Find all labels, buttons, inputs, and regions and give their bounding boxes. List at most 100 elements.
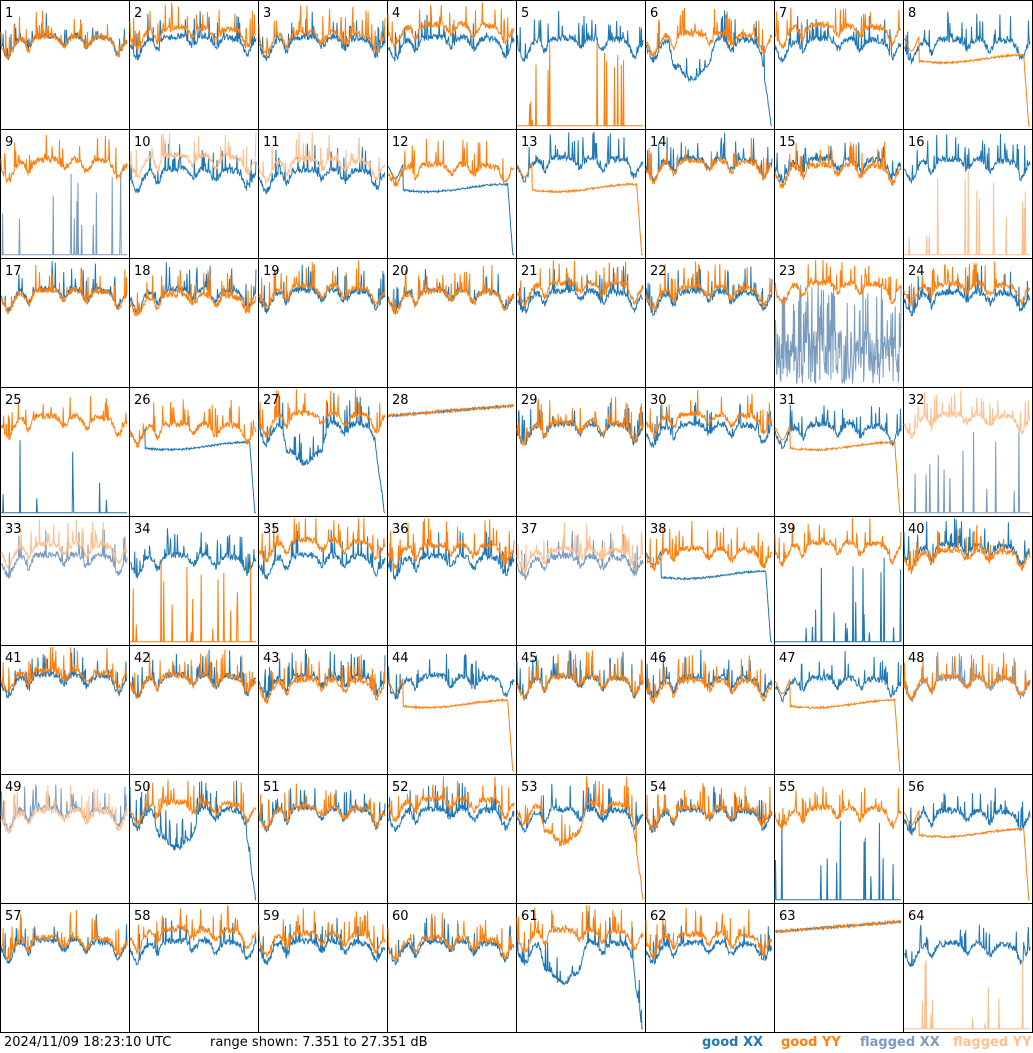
yy-trace [774,678,901,772]
panel-11: 11 [258,129,388,259]
panel-label: 9 [5,135,13,150]
legend-good-yy: good YY [781,1035,841,1050]
panel-label: 57 [5,909,22,924]
xx-trace [775,557,902,643]
panel-label: 36 [392,522,409,537]
xx-trace [645,402,773,449]
panel-frame [903,0,1033,130]
xx-trace [516,266,644,314]
panel-label: 5 [521,6,529,21]
panel-55: 55 [774,774,904,904]
panel-label: 3 [263,6,271,21]
xx-trace [258,528,386,581]
yy-trace [774,518,902,567]
yy-trace [645,520,773,572]
panel-label: 29 [521,393,538,408]
panel-label: 1 [5,6,13,21]
panel-frame [0,516,130,646]
panel-frame [258,774,388,904]
panel-45: 45 [516,645,646,775]
panel-12: 12 [387,129,517,259]
xx-trace [516,131,644,183]
yy-trace [516,522,644,574]
panel-label: 25 [5,393,22,408]
panel-label: 51 [263,780,280,795]
panel-51: 51 [258,774,388,904]
panel-64: 64 [903,903,1033,1033]
xx-trace [0,529,128,579]
panel-15: 15 [774,129,904,259]
panel-43: 43 [258,645,388,775]
panel-20: 20 [387,258,517,388]
panel-9: 9 [0,129,130,259]
panel-8: 8 [903,0,1033,130]
panel-frame [387,516,517,646]
xx-trace [774,650,902,704]
yy-trace [645,390,773,441]
xx-trace [903,787,1031,837]
xx-trace [645,549,772,643]
panel-5: 5 [516,0,646,130]
yy-trace [258,518,386,563]
panel-frame [645,0,775,130]
panel-label: 35 [263,522,280,537]
panel-label: 50 [134,780,151,795]
panel-2: 2 [129,0,259,130]
yy-trace [517,41,643,127]
panel-49: 49 [0,774,130,904]
xx-trace [387,917,515,966]
panel-44: 44 [387,645,517,775]
panel-7: 7 [774,0,904,130]
panel-frame [645,903,775,1033]
yy-trace [516,260,644,307]
yy-trace [129,905,257,955]
xx-trace [774,284,902,384]
panel-38: 38 [645,516,775,646]
panel-label: 59 [263,909,280,924]
yy-trace [0,785,128,834]
panel-37: 37 [516,516,646,646]
panel-50: 50 [129,774,259,904]
yy-trace [0,134,128,184]
panel-frame [903,645,1033,775]
panel-label: 4 [392,6,400,21]
xx-trace [129,916,257,966]
xx-trace [0,647,128,699]
panel-46: 46 [645,645,775,775]
panel-3: 3 [258,0,388,130]
yy-trace [129,269,257,317]
yy-trace [258,5,386,58]
panel-label: 18 [134,264,151,279]
xx-trace [387,530,515,581]
xx-trace [387,163,514,256]
xx-trace [0,914,128,964]
yy-trace [387,2,515,50]
panel-label: 43 [263,651,280,666]
xx-trace [516,782,644,833]
legend-good-xx: good XX [702,1035,764,1050]
panel-61: 61 [516,903,646,1033]
yy-trace [129,132,257,179]
panel-label: 30 [650,393,667,408]
xx-trace [516,911,643,1030]
yy-trace [0,10,128,61]
xx-trace [387,782,515,833]
panel-1: 1 [0,0,130,130]
panel-21: 21 [516,258,646,388]
yy-trace [130,559,256,643]
panel-frame [258,258,388,388]
xx-trace [129,780,256,901]
panel-59: 59 [258,903,388,1033]
panel-frame [0,903,130,1033]
xx-trace [903,265,1031,317]
panel-label: 34 [134,522,151,537]
panel-label: 11 [263,135,280,150]
panel-18: 18 [129,258,259,388]
xx-trace [129,262,257,315]
panel-frame [0,774,130,904]
yy-trace [903,651,1031,701]
panel-58: 58 [129,903,259,1033]
panel-label: 31 [779,393,796,408]
panel-frame [387,258,517,388]
panel-label: 20 [392,264,409,279]
